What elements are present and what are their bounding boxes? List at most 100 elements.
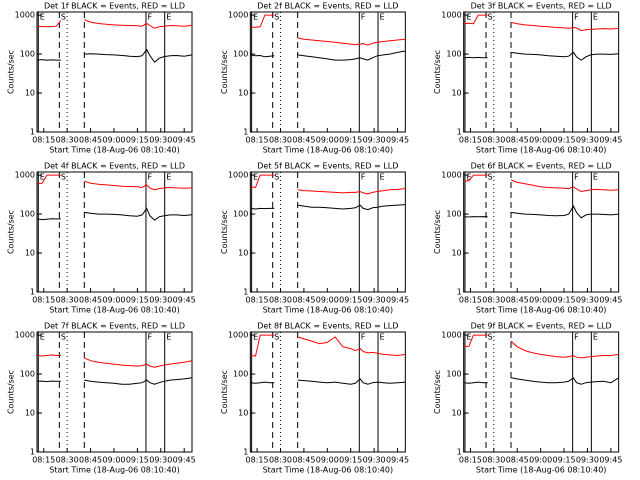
series-line <box>250 50 406 61</box>
y-tick-label: 100 <box>446 370 461 379</box>
y-tick-label: 1 <box>457 448 462 457</box>
y-axis-label: Counts/sec <box>433 210 442 254</box>
series-line <box>250 334 406 357</box>
event-label: E <box>466 333 471 342</box>
x-tick-label: 09:45 <box>173 456 196 465</box>
event-label: E <box>166 173 171 182</box>
event-label: E <box>166 13 171 22</box>
x-tick-label: 09:15 <box>126 296 149 305</box>
y-axis-label: Counts/sec <box>220 370 229 414</box>
chart-panel: Det 2f BLACK = Events, RED = LLD Start Ti… <box>220 2 409 155</box>
x-tick-label: 09:45 <box>173 136 196 145</box>
event-label: E <box>380 13 385 22</box>
y-axis-label: Counts/sec <box>433 50 442 94</box>
x-tick-label: 08:45 <box>79 296 102 305</box>
x-tick-label: 09:30 <box>576 136 599 145</box>
y-axis-label: Counts/sec <box>220 50 229 94</box>
event-label: S <box>488 173 493 182</box>
x-tick-label: 09:00 <box>102 296 125 305</box>
chart-title: Det 3f BLACK = Events, RED = LLD <box>471 2 612 11</box>
x-tick-label: 08:45 <box>292 296 315 305</box>
chart-panel: Det 5f BLACK = Events, RED = LLD Start Ti… <box>220 162 409 315</box>
event-label: E <box>253 333 258 342</box>
x-tick-label: 09:30 <box>363 456 386 465</box>
event-label: F <box>361 333 366 342</box>
y-tick-label: 1 <box>30 448 35 457</box>
y-tick-label: 1000 <box>15 11 35 20</box>
x-tick-label: 08:45 <box>506 296 529 305</box>
x-tick-label: 08:30 <box>482 456 505 465</box>
x-tick-label: 08:45 <box>506 136 529 145</box>
y-tick-label: 1000 <box>228 171 248 180</box>
y-tick-label: 100 <box>20 210 35 219</box>
y-tick-label: 1000 <box>15 331 35 340</box>
event-label: S <box>274 333 279 342</box>
x-tick-label: 09:30 <box>363 136 386 145</box>
series-line <box>464 51 619 61</box>
plot-frame <box>249 171 406 293</box>
event-label: E <box>466 13 471 22</box>
series-line <box>37 377 193 385</box>
y-tick-label: 100 <box>20 370 35 379</box>
chart-title: Det 7f BLACK = Events, RED = LLD <box>44 322 185 331</box>
x-tick-label: 08:30 <box>482 136 505 145</box>
x-tick-label: 08:15 <box>32 456 55 465</box>
series-line <box>250 14 406 46</box>
chart-panel: Det 1f BLACK = Events, RED = LLD Start Ti… <box>7 2 196 155</box>
y-tick-label: 10 <box>238 409 248 418</box>
event-label: S <box>61 173 66 182</box>
series-line <box>37 19 193 29</box>
event-label: E <box>593 173 598 182</box>
x-tick-label: 09:30 <box>576 296 599 305</box>
event-label: E <box>593 13 598 22</box>
x-axis-label: Start Time (18-Aug-06 08:10:40) <box>263 146 394 155</box>
x-tick-label: 09:00 <box>102 456 125 465</box>
event-label: F <box>574 173 579 182</box>
chart-title: Det 2f BLACK = Events, RED = LLD <box>257 2 398 11</box>
series-line <box>250 174 406 195</box>
event-label: E <box>380 333 385 342</box>
y-tick-label: 1 <box>30 288 35 297</box>
x-tick-label: 09:15 <box>553 136 576 145</box>
event-label: S <box>274 13 279 22</box>
x-axis-label: Start Time (18-Aug-06 08:10:40) <box>476 146 607 155</box>
x-tick-label: 09:00 <box>316 296 339 305</box>
x-axis-label: Start Time (18-Aug-06 08:10:40) <box>476 306 607 315</box>
series-line <box>464 14 619 32</box>
x-tick-label: 09:00 <box>529 456 552 465</box>
y-tick-label: 1000 <box>228 331 248 340</box>
series-line <box>37 354 193 368</box>
x-tick-label: 09:15 <box>126 136 149 145</box>
plot-frame <box>463 331 620 453</box>
x-tick-label: 09:00 <box>529 296 552 305</box>
event-label: F <box>361 173 366 182</box>
x-tick-label: 09:45 <box>386 456 409 465</box>
x-tick-label: 08:30 <box>56 296 79 305</box>
event-label: E <box>466 173 471 182</box>
x-tick-label: 09:45 <box>386 296 409 305</box>
event-label: E <box>40 13 45 22</box>
x-tick-label: 08:30 <box>269 136 292 145</box>
x-tick-label: 08:45 <box>79 456 102 465</box>
chart-panel: Det 7f BLACK = Events, RED = LLD Start Ti… <box>7 322 196 475</box>
x-tick-label: 08:45 <box>292 136 315 145</box>
x-tick-label: 08:30 <box>269 296 292 305</box>
y-tick-label: 100 <box>20 50 35 59</box>
x-axis-label: Start Time (18-Aug-06 08:10:40) <box>49 146 180 155</box>
chart-panel: Det 3f BLACK = Events, RED = LLD Start Ti… <box>433 2 622 155</box>
y-tick-label: 1 <box>30 128 35 137</box>
plot-frame <box>463 171 620 293</box>
chart-panel: Det 4f BLACK = Events, RED = LLD Start Ti… <box>7 162 196 315</box>
x-tick-label: 09:30 <box>149 456 172 465</box>
x-tick-label: 09:30 <box>363 296 386 305</box>
series-line <box>464 377 619 385</box>
y-tick-label: 10 <box>451 89 461 98</box>
chart-panel: Det 6f BLACK = Events, RED = LLD Start Ti… <box>433 162 622 315</box>
x-tick-label: 09:15 <box>339 136 362 145</box>
y-tick-label: 1000 <box>15 171 35 180</box>
y-tick-label: 10 <box>451 409 461 418</box>
y-tick-label: 100 <box>233 210 248 219</box>
event-label: S <box>488 333 493 342</box>
y-tick-label: 1 <box>243 128 248 137</box>
